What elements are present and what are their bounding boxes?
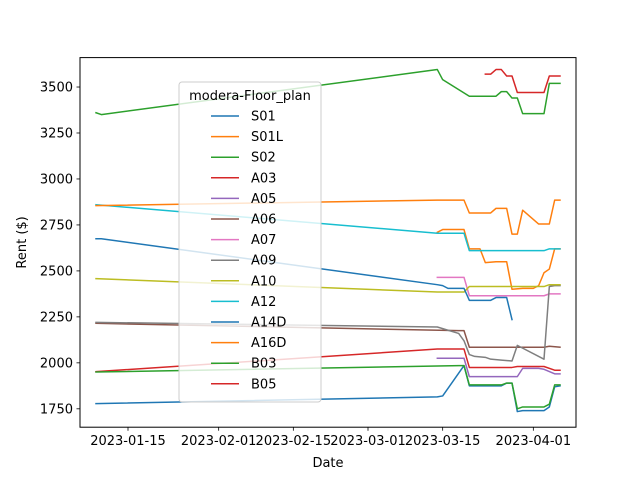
y-axis: 1750 2000 2250 2500 2750 3000 3250 3500: [40, 81, 80, 417]
legend-label-a14d: A14D: [251, 316, 286, 331]
series-line-a05: [436, 357, 561, 378]
y-tick-label: 2500: [40, 264, 73, 279]
series-layer: [95, 68, 561, 413]
series-line-a10: [95, 277, 561, 293]
legend-label-a16d: A16D: [251, 336, 286, 351]
legend: modera-Floor_plan S01 S01L S02 A03 A05 A06 A07…: [178, 81, 322, 403]
plot-frame: [79, 57, 577, 428]
legend-label-s01: S01: [251, 110, 276, 125]
series-line-a14d: [95, 237, 513, 321]
y-tick-label: 2000: [40, 356, 73, 371]
legend-label-a05: A05: [251, 192, 276, 207]
legend-label-s02: S02: [251, 151, 276, 166]
x-tick-label: 2023-02-15: [256, 434, 332, 449]
series-line-b03: [95, 364, 561, 410]
series-line-a16d: [95, 199, 561, 235]
x-axis: 2023-01-15 2023-02-01 2023-02-15 2023-03-01…: [90, 427, 571, 449]
series-line-a09: [95, 284, 561, 362]
legend-title: modera-Floor_plan: [189, 89, 311, 104]
legend-box: [178, 81, 322, 403]
legend-label-a06: A06: [251, 213, 276, 228]
y-tick-label: 1750: [40, 402, 73, 417]
x-axis-label: Date: [312, 456, 343, 471]
series-line-a06: [95, 322, 561, 349]
series-line-s02: [95, 68, 561, 116]
legend-label-s01l: S01L: [251, 130, 284, 145]
series-line-a03: [95, 348, 561, 373]
x-tick-label: 2023-02-01: [181, 434, 257, 449]
series-line-a07: [436, 276, 561, 297]
legend-label-b05: B05: [251, 377, 276, 392]
x-tick-label: 2023-04-01: [496, 434, 572, 449]
x-tick-label: 2023-03-15: [405, 434, 481, 449]
y-tick-label: 2250: [40, 310, 73, 325]
x-tick-label: 2023-01-15: [90, 434, 166, 449]
y-tick-label: 3250: [40, 126, 73, 141]
series-line-s01l: [436, 228, 561, 291]
legend-label-b03: B03: [251, 357, 276, 372]
legend-label-a10: A10: [251, 274, 276, 289]
series-line-b05: [484, 68, 561, 94]
series-line-a12: [95, 203, 561, 252]
y-tick-label: 3500: [40, 81, 73, 96]
legend-label-a09: A09: [251, 254, 276, 269]
y-tick-label: 3000: [40, 172, 73, 187]
legend-label-a03: A03: [251, 171, 276, 186]
y-axis-label: Rent ($): [15, 216, 30, 268]
legend-label-a07: A07: [251, 233, 276, 248]
y-tick-label: 2750: [40, 218, 73, 233]
x-tick-label: 2023-03-01: [330, 434, 406, 449]
legend-label-a12: A12: [251, 295, 276, 310]
